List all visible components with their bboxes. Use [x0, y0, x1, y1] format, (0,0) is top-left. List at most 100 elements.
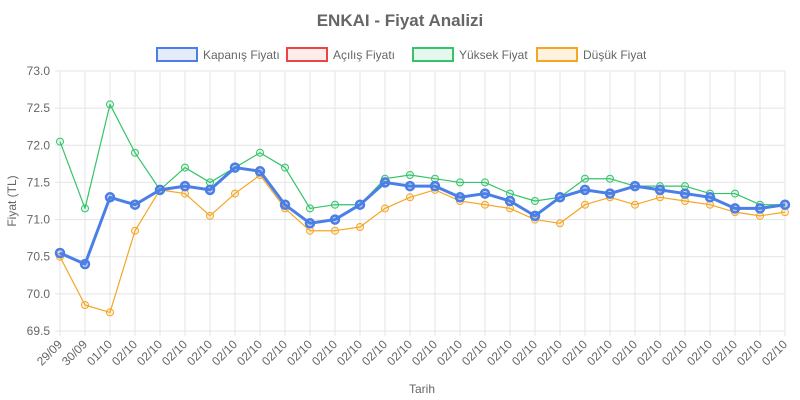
x-tick-label: 02/10	[109, 337, 140, 368]
x-tick-label: 02/10	[709, 337, 740, 368]
x-tick-label: 02/10	[384, 337, 415, 368]
data-point	[679, 188, 691, 199]
y-axis-label: Fiyat (TL)	[5, 175, 19, 226]
y-tick-label: 69.5	[27, 324, 51, 338]
data-point	[606, 174, 614, 183]
x-tick-label: 02/10	[459, 337, 490, 368]
data-point	[406, 171, 414, 179]
y-tick-label: 72.0	[27, 138, 51, 152]
legend-swatch	[536, 47, 578, 62]
data-point	[529, 210, 541, 222]
legend-item: Açılış Fiyatı	[286, 47, 395, 62]
x-tick-label: 02/10	[284, 337, 315, 368]
data-point	[281, 163, 289, 172]
data-point	[204, 184, 216, 196]
data-point	[256, 148, 264, 157]
data-point	[479, 188, 491, 199]
x-tick-label: 02/10	[734, 337, 765, 368]
series-1	[56, 163, 789, 269]
data-point	[129, 199, 141, 210]
x-tick-label: 02/10	[759, 337, 790, 368]
x-tick-label: 29/09	[34, 337, 65, 368]
data-point	[754, 203, 766, 214]
data-point	[54, 247, 66, 259]
x-tick-label: 02/10	[509, 337, 540, 368]
x-tick-label: 02/10	[359, 337, 390, 368]
data-point	[604, 188, 616, 199]
data-point	[206, 211, 214, 220]
legend-swatch	[286, 47, 328, 62]
y-tick-label: 70.5	[27, 250, 51, 264]
data-point	[106, 308, 114, 317]
x-tick-label: 02/10	[609, 337, 640, 368]
data-point	[406, 193, 414, 202]
x-tick-label: 02/10	[659, 337, 690, 368]
data-point	[429, 180, 441, 192]
data-point	[304, 218, 316, 229]
data-point	[131, 226, 139, 235]
data-point	[279, 199, 291, 210]
chart-title: ENKAI - Fiyat Analizi	[317, 11, 484, 30]
data-point	[329, 214, 341, 225]
data-point	[104, 192, 116, 203]
data-point	[81, 204, 89, 213]
legend-item: Kapanış Fiyatı	[156, 47, 280, 62]
x-tick-label: 02/10	[534, 337, 565, 368]
legend-swatch	[156, 47, 198, 62]
data-point	[254, 166, 266, 177]
data-point	[181, 163, 189, 172]
data-point	[556, 219, 564, 228]
x-tick-label: 01/10	[84, 337, 115, 368]
data-point	[581, 200, 589, 209]
series-line	[59, 103, 785, 210]
data-point	[231, 189, 239, 198]
x-tick-label: 02/10	[634, 337, 665, 368]
series-2	[56, 100, 789, 213]
y-tick-label: 73.0	[27, 64, 51, 78]
data-point	[229, 162, 241, 173]
data-point	[481, 200, 489, 209]
series-line	[59, 174, 786, 314]
y-tick-label: 71.0	[27, 213, 51, 227]
data-point	[356, 223, 364, 231]
data-point	[131, 148, 139, 157]
data-point	[654, 184, 666, 196]
data-point	[56, 137, 64, 146]
x-tick-label: 30/09	[59, 337, 90, 368]
data-point	[581, 174, 589, 183]
data-point	[331, 200, 339, 209]
data-point	[179, 180, 191, 192]
legend-swatch	[412, 47, 454, 62]
legend-item: Yüksek Fiyat	[412, 47, 528, 62]
data-point	[554, 192, 566, 203]
series-lines	[54, 100, 791, 317]
x-tick-label: 02/10	[559, 337, 590, 368]
data-point	[481, 178, 489, 187]
data-point	[779, 199, 791, 210]
legend-label: Düşük Fiyat	[583, 48, 647, 62]
x-tick-label: 02/10	[259, 337, 290, 368]
data-point	[381, 204, 389, 213]
x-tick-label: 02/10	[584, 337, 615, 368]
data-point	[331, 226, 339, 235]
x-tick-label: 02/10	[134, 337, 165, 368]
data-point	[354, 199, 366, 210]
x-tick-label: 02/10	[309, 337, 340, 368]
x-tick-label: 02/10	[184, 337, 215, 368]
data-point	[704, 192, 716, 203]
data-point	[629, 180, 641, 192]
y-tick-label: 70.0	[27, 287, 51, 301]
x-tick-label: 02/10	[159, 337, 190, 368]
legend-item: Düşük Fiyat	[536, 47, 647, 62]
x-tick-label: 02/10	[434, 337, 465, 368]
y-tick-label: 71.5	[27, 175, 51, 189]
data-point	[81, 301, 89, 309]
x-tick-label: 02/10	[484, 337, 515, 368]
data-point	[631, 200, 639, 209]
x-axis-label: Tarih	[409, 382, 435, 396]
grid	[55, 70, 786, 336]
data-point	[404, 180, 416, 192]
data-point	[454, 192, 466, 203]
data-point	[504, 195, 516, 207]
